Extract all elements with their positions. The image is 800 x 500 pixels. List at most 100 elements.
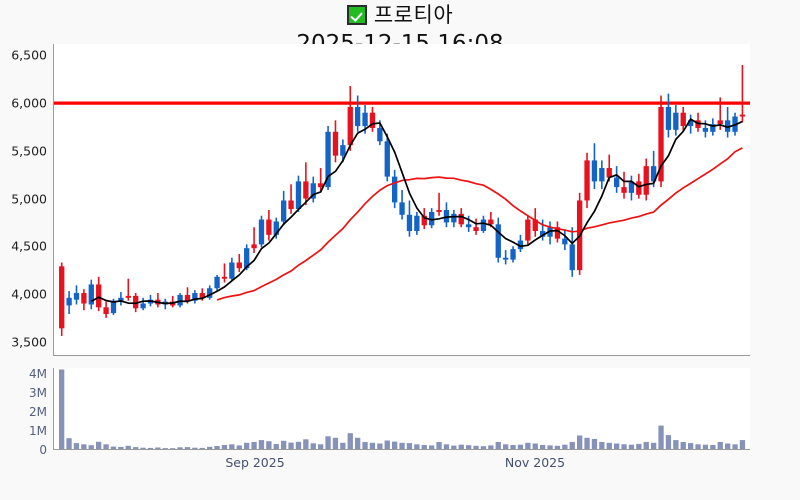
candlestick (207, 285, 213, 300)
volume-bar (310, 443, 316, 450)
candlestick (384, 133, 390, 182)
volume-bar (577, 435, 583, 450)
candlestick (236, 253, 242, 273)
candlestick (458, 208, 464, 228)
price-bottom-axis (53, 354, 750, 356)
volume-bar (532, 443, 538, 450)
volume-bar (125, 445, 131, 450)
volume-chart-panel[interactable] (53, 368, 750, 450)
price-tick-label: 3,500 (11, 334, 47, 350)
candlestick (96, 276, 102, 312)
volume-bar (355, 437, 361, 450)
moving-average-short-line (90, 118, 743, 305)
candlestick (525, 215, 531, 245)
candlestick (643, 158, 649, 201)
volume-bar (628, 444, 635, 450)
price-tick-label: 6,000 (11, 95, 47, 111)
volume-bar (599, 442, 605, 450)
volume-bar (273, 444, 279, 450)
candlestick (502, 250, 509, 265)
candlestick (539, 219, 546, 241)
candlestick (118, 292, 124, 306)
volume-bar (414, 444, 420, 450)
volume-bar (451, 445, 457, 450)
volume-bar (347, 433, 353, 450)
candlestick (355, 95, 361, 132)
price-tick-label: 5,500 (11, 143, 47, 159)
x-tick-label: Nov 2025 (504, 455, 566, 470)
volume-bar (643, 442, 649, 450)
volume-bar (377, 443, 383, 450)
volume-tick-label: 1M (29, 423, 47, 438)
candlestick (665, 93, 672, 138)
candlestick (332, 120, 339, 163)
candlestick (73, 285, 80, 305)
volume-bar (221, 445, 228, 450)
volume-bar (458, 444, 464, 450)
volume-bar (266, 441, 272, 450)
volume-bar (96, 441, 102, 450)
volume-bar (525, 442, 531, 450)
candlestick (281, 190, 287, 226)
candlestick (88, 279, 94, 310)
price-axis-labels: 6,500 6,000 5,500 5,000 4,500 4,000 3,500 4M 3M 2… (0, 0, 47, 500)
candlestick (103, 301, 109, 318)
volume-bar (295, 441, 302, 450)
price-tick-label: 4,000 (11, 286, 47, 302)
candlestick (628, 175, 635, 201)
volume-tick-label: 4M (29, 366, 47, 381)
volume-bar (606, 442, 612, 450)
volume-bar (258, 440, 265, 450)
candlestick (480, 215, 487, 233)
candlestick (569, 227, 575, 277)
candlestick (473, 218, 479, 235)
volume-bar (717, 442, 723, 450)
volume-bar (392, 441, 398, 450)
candlestick (340, 139, 346, 163)
ticker-name: 프로티아 (373, 3, 454, 27)
volume-bar (66, 438, 72, 450)
candlestick (125, 278, 131, 301)
candlestick (451, 210, 457, 228)
volume-bar (429, 445, 435, 450)
volume-bar (517, 444, 524, 450)
volume-bar (695, 444, 701, 450)
volume-bar (399, 442, 405, 450)
volume-bar (673, 440, 679, 450)
price-tick-label: 4,500 (11, 238, 47, 254)
candlestick (517, 234, 524, 252)
candlestick (495, 217, 501, 263)
candlestick (687, 114, 694, 134)
candlestick (251, 227, 257, 253)
volume-bar (281, 440, 287, 450)
title-row: 프로티아 (0, 0, 800, 30)
volume-bar (562, 444, 568, 450)
volume-bar (665, 435, 672, 450)
candlestick (673, 105, 679, 136)
volume-bar (547, 445, 553, 450)
volume-bar (214, 446, 220, 450)
candlestick (658, 95, 664, 188)
candlestick (710, 118, 716, 136)
candlestick (399, 189, 405, 220)
volume-bar (725, 443, 731, 450)
price-chart-panel[interactable] (53, 44, 750, 356)
volume-bar (636, 443, 642, 450)
price-tick-label: 5,000 (11, 191, 47, 207)
candlestick (547, 221, 553, 245)
volume-bar (340, 442, 346, 450)
candlestick (59, 262, 65, 336)
volume-bar (688, 443, 694, 450)
volume-bar (318, 444, 324, 450)
candlestick (554, 221, 561, 243)
x-tick-label: Sep 2025 (225, 455, 285, 470)
candlestick (428, 208, 435, 229)
candlestick (391, 169, 398, 209)
candlestick (591, 143, 598, 190)
green-check-icon (346, 5, 367, 25)
volume-bar (554, 445, 561, 450)
candlestick (229, 257, 235, 281)
candlestick-plot (53, 64, 750, 336)
